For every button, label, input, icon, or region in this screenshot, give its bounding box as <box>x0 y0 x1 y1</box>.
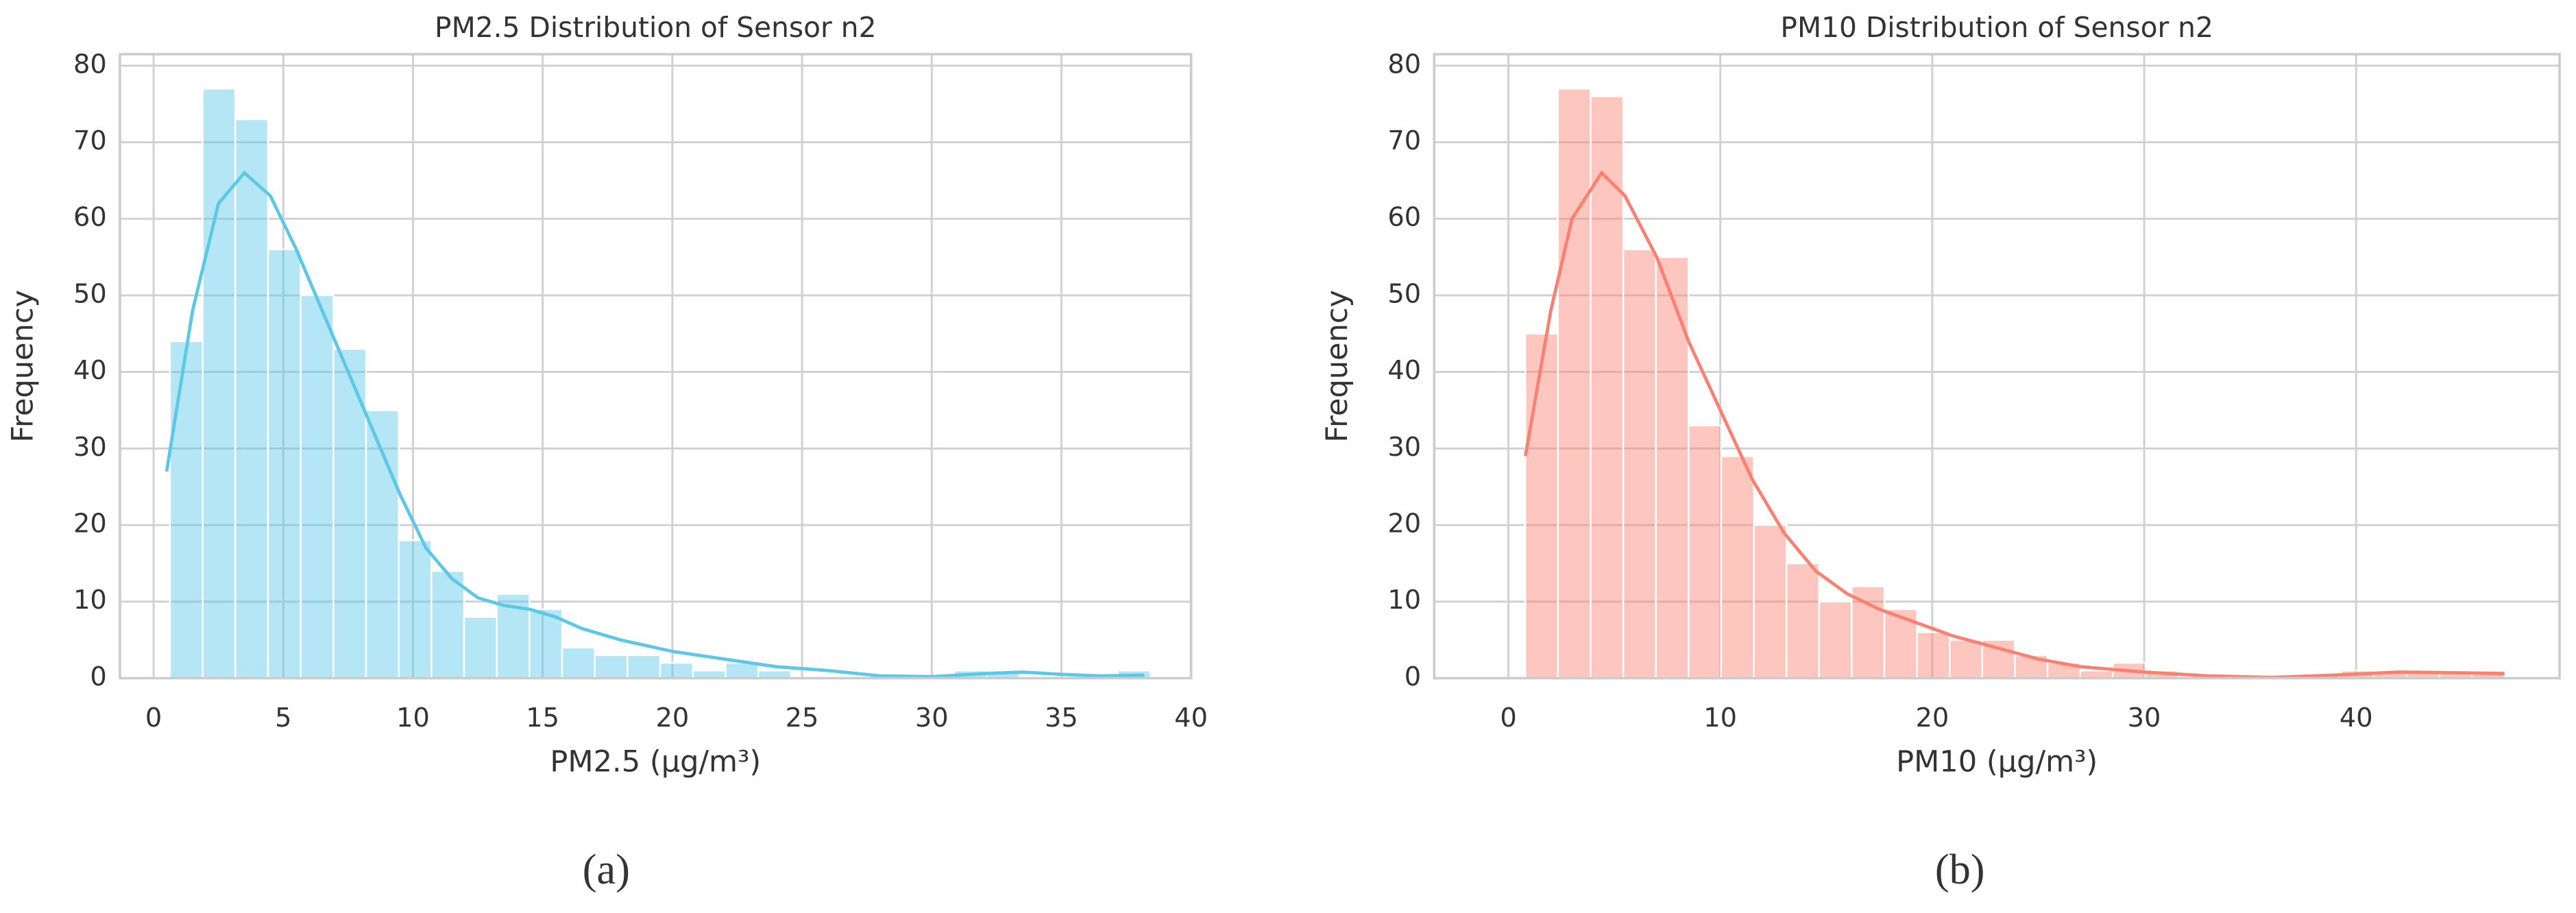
y-axis-label: Frequency <box>5 290 40 443</box>
histogram-bar <box>594 654 629 679</box>
histogram-bar <box>430 570 465 679</box>
x-tick-label: 20 <box>655 703 689 733</box>
histogram-bar <box>1720 455 1755 679</box>
histogram-bar <box>332 348 367 679</box>
y-tick-label: 80 <box>73 49 107 80</box>
x-tick-label: 15 <box>526 703 559 733</box>
histogram-bar <box>300 294 335 679</box>
histogram-bar <box>1655 256 1690 679</box>
plot-frame <box>119 53 1193 680</box>
x-tick-label: 20 <box>1915 703 1949 733</box>
x-tick-label: 25 <box>786 703 819 733</box>
histogram-bar <box>463 616 498 679</box>
y-tick-label: 70 <box>73 125 107 156</box>
y-tick-label: 70 <box>1387 125 1421 156</box>
y-tick-label: 50 <box>73 278 107 309</box>
x-tick-label: 5 <box>275 703 291 733</box>
y-tick-label: 0 <box>1405 661 1421 692</box>
chart-title: PM10 Distribution of Sensor n2 <box>1780 11 2213 44</box>
histogram-bar <box>1688 424 1723 679</box>
x-tick-label: 0 <box>1500 703 1516 733</box>
x-tick-label: 40 <box>1174 703 1208 733</box>
y-tick-label: 20 <box>1387 509 1421 539</box>
y-tick-label: 10 <box>73 585 107 616</box>
y-tick-label: 40 <box>1387 355 1421 386</box>
plot-frame <box>1433 53 2561 680</box>
histogram-bar <box>1818 600 1853 679</box>
y-tick-label: 60 <box>1387 202 1421 233</box>
histogram-bar <box>202 88 236 679</box>
x-tick-label: 30 <box>2128 703 2161 733</box>
histogram-bar <box>169 340 204 679</box>
histogram-bar <box>528 608 563 679</box>
histogram-bar <box>1524 332 1559 679</box>
histogram-bar <box>725 661 760 679</box>
x-tick-label: 40 <box>2340 703 2373 733</box>
histogram-bar <box>1949 639 1984 679</box>
histogram-bar <box>1622 248 1657 679</box>
x-axis-label: PM2.5 (µg/m³) <box>550 744 761 779</box>
x-axis-label: PM10 (µg/m³) <box>1896 744 2098 779</box>
histogram-bar <box>1916 631 1951 679</box>
y-tick-label: 10 <box>1387 585 1421 616</box>
y-tick-label: 50 <box>1387 278 1421 309</box>
histogram-bar <box>398 539 433 679</box>
x-tick-label: 35 <box>1045 703 1078 733</box>
y-tick-label: 20 <box>73 509 107 539</box>
y-tick-label: 80 <box>1387 49 1421 80</box>
y-tick-label: 30 <box>1387 432 1421 463</box>
histogram-bar <box>1785 562 1820 679</box>
y-tick-label: 40 <box>73 355 107 386</box>
x-tick-label: 0 <box>145 703 162 733</box>
chart-title: PM2.5 Distribution of Sensor n2 <box>435 11 876 44</box>
histogram-bar <box>234 118 269 679</box>
histogram-bar <box>659 661 694 679</box>
histogram-bar <box>1557 88 1592 679</box>
kde-line <box>165 170 1145 679</box>
y-tick-label: 30 <box>73 432 107 463</box>
x-tick-label: 30 <box>915 703 949 733</box>
y-axis-label: Frequency <box>1320 290 1354 443</box>
histogram-bar <box>627 654 661 679</box>
histogram-bar <box>267 248 302 679</box>
y-tick-label: 60 <box>73 202 107 233</box>
y-tick-label: 0 <box>90 661 106 692</box>
panel-caption: (a) <box>583 846 630 893</box>
x-tick-label: 10 <box>1703 703 1737 733</box>
panel-caption: (b) <box>1935 846 1985 893</box>
x-tick-label: 10 <box>396 703 430 733</box>
histogram-bar <box>1590 95 1625 679</box>
histogram-bar <box>1753 524 1788 679</box>
histogram-bar <box>561 646 596 679</box>
